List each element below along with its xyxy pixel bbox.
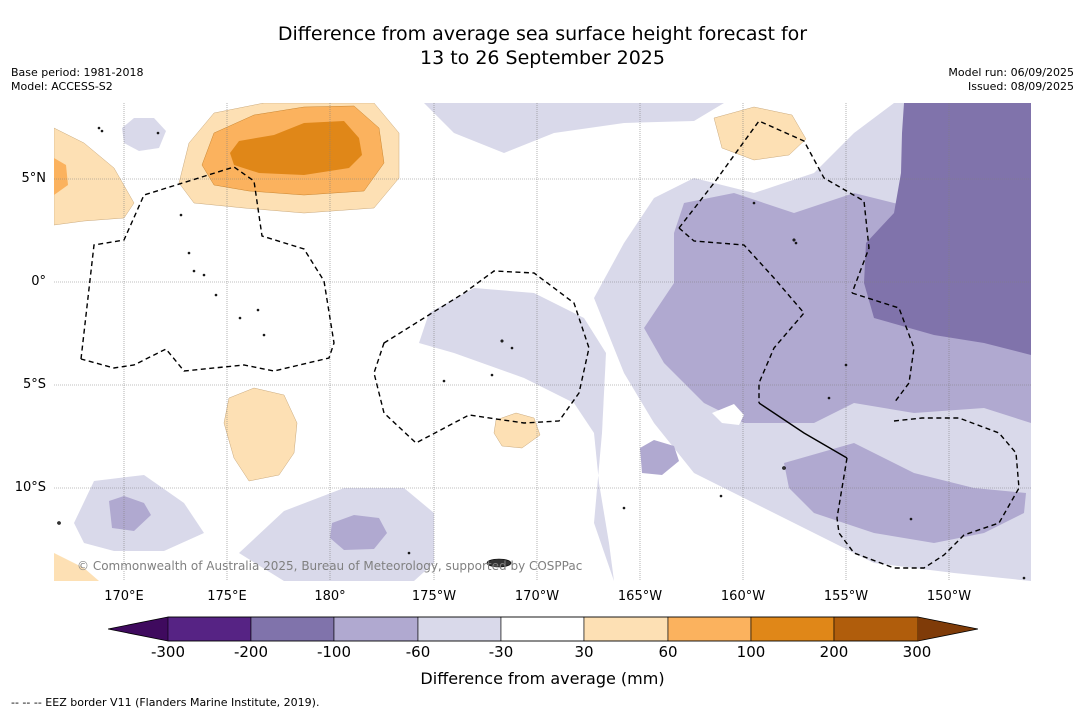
colorbar-bin-7	[667, 616, 752, 642]
chart-title: Difference from average sea surface heig…	[0, 22, 1085, 70]
lon-label-155w: 155°W	[823, 589, 869, 604]
lat-label-0: 0°	[31, 274, 46, 289]
anomaly-region-purple-light-small	[122, 118, 166, 151]
lon-label-170e: 170°E	[104, 589, 144, 604]
anomaly-region-orange-light-ne	[713, 106, 807, 161]
anomaly-region-purple-light-north	[424, 103, 724, 153]
colorbar-tick: -200	[233, 643, 269, 661]
colorbar-label: Difference from average (mm)	[420, 669, 665, 688]
copyright-notice: © Commonwealth of Australia 2025, Bureau…	[77, 559, 583, 573]
colorbar-extend-low	[108, 617, 168, 641]
lat-label-5n: 5°N	[21, 171, 47, 186]
eez-border-note: -- -- -- EEZ border V11 (Flanders Marine…	[11, 696, 320, 709]
lon-label-170w: 170°W	[514, 589, 560, 604]
map-svg	[54, 103, 1031, 581]
anomaly-region-purple-mid-pocket	[640, 440, 679, 475]
colorbar-extend-high	[918, 617, 978, 641]
anomaly-region-orange-dark-north	[230, 121, 362, 175]
anomaly-region-white-pocket	[712, 404, 744, 425]
lat-label-10s: 10°S	[14, 480, 46, 495]
meta-right: Model run: 06/09/2025 Issued: 08/09/2025	[948, 66, 1074, 94]
colorbar-tick: -60	[405, 643, 431, 661]
lon-label-150w: 150°W	[926, 589, 972, 604]
colorbar-bin-3	[333, 616, 419, 642]
anomaly-region-purple-mid-sw	[109, 496, 151, 531]
colorbar-tick: -100	[316, 643, 352, 661]
colorbar-bin-4	[417, 616, 502, 642]
title-line-2: 13 to 26 September 2025	[420, 47, 665, 69]
anomaly-region-purple-mid-s	[330, 515, 387, 550]
colorbar-tick: -300	[150, 643, 186, 661]
colorbar-bin-9	[833, 616, 919, 642]
colorbar-tick: -30	[488, 643, 514, 661]
colorbar-tick: 100	[736, 643, 766, 661]
colorbar-bin-6	[583, 616, 669, 642]
map-area	[54, 103, 1031, 581]
colorbar-tick: 300	[902, 643, 932, 661]
anomaly-region-purple-dark	[864, 103, 1031, 355]
colorbar-tick: 30	[574, 643, 594, 661]
eez-borders	[80, 120, 1020, 569]
islands	[57, 126, 1026, 580]
colorbar-bin-2	[250, 616, 335, 642]
meta-left: Base period: 1981-2018 Model: ACCESS-S2	[11, 66, 143, 94]
lon-label-160w: 160°W	[720, 589, 766, 604]
issued-date: Issued: 08/09/2025	[967, 80, 1074, 93]
lon-label-175w: 175°W	[411, 589, 457, 604]
anomaly-region-orange-mid-west	[54, 158, 68, 195]
anomaly-region-orange-light-corner	[54, 553, 99, 581]
colorbar	[108, 616, 978, 642]
colorbar-bin-5	[500, 616, 585, 642]
title-line-1: Difference from average sea surface heig…	[277, 23, 808, 45]
lon-label-180: 180°	[314, 589, 346, 604]
colorbar-bin-1	[167, 616, 252, 642]
base-period: Base period: 1981-2018	[11, 66, 144, 79]
lon-label-175e: 175°E	[207, 589, 247, 604]
anomaly-region-orange-light-small	[493, 412, 541, 449]
colorbar-outline	[108, 616, 978, 642]
anomaly-region-orange-light-sw	[223, 387, 298, 482]
model-name: Model: ACCESS-S2	[11, 80, 113, 93]
anomaly-region-orange-light-west	[54, 127, 135, 226]
model-run: Model run: 06/09/2025	[948, 66, 1074, 79]
gridlines	[54, 103, 1031, 581]
colorbar-tick: 200	[819, 643, 849, 661]
colorbar-tick: 60	[658, 643, 678, 661]
colorbar-bin-8	[750, 616, 835, 642]
anomaly-region-purple-mid-se	[784, 443, 1026, 543]
lon-label-165w: 165°W	[617, 589, 663, 604]
lat-label-5s: 5°S	[22, 377, 46, 392]
